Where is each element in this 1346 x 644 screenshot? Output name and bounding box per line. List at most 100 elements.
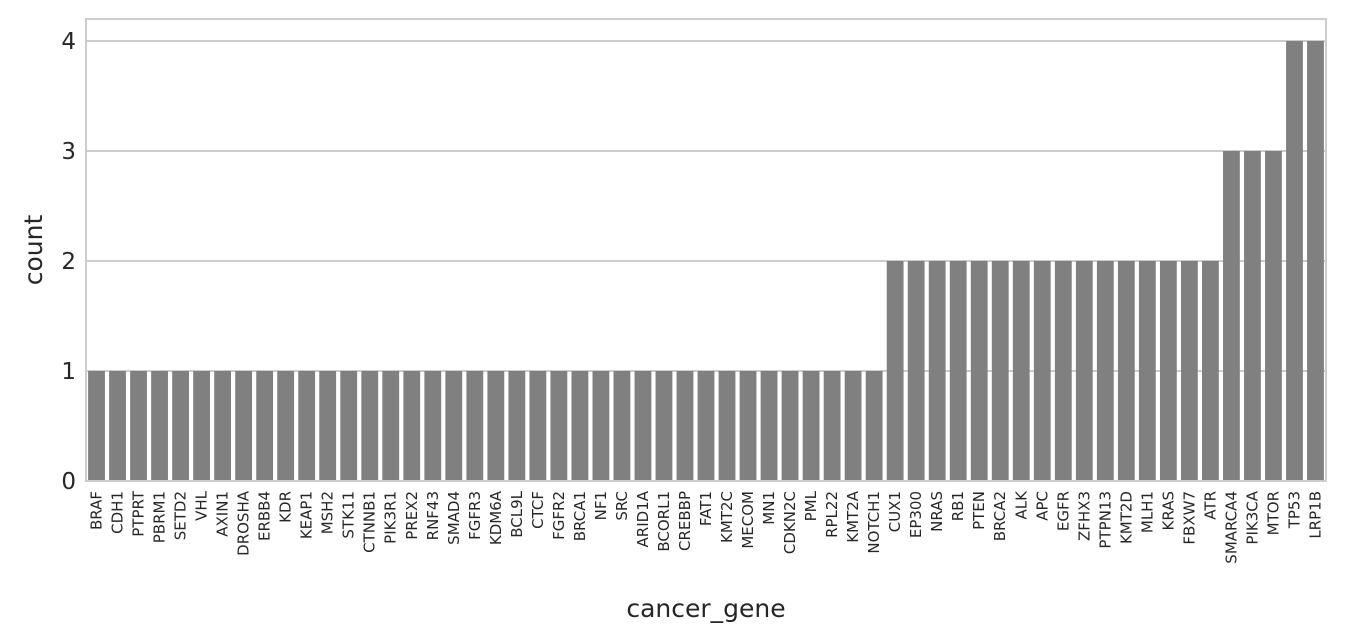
x-tick-label: MECOM xyxy=(739,491,757,549)
x-tick-label: SMAD4 xyxy=(445,491,463,545)
x-tick-label: EP300 xyxy=(907,491,925,538)
x-tick-label: FGFR2 xyxy=(550,491,568,540)
bar-ep300 xyxy=(907,261,925,481)
x-tick-label: KEAP1 xyxy=(298,491,316,539)
x-tick-labels: BRAF CDH1 PTPRT PBRM1 SETD2 VHL AXIN1 DROSHA ERB… xyxy=(88,490,1325,564)
bar-pik3r1 xyxy=(382,371,400,481)
x-tick-label: ALK xyxy=(1012,490,1030,520)
x-tick-label: KDR xyxy=(277,491,295,523)
bar-nras xyxy=(928,261,946,481)
x-tick-label: ERBB4 xyxy=(256,491,274,541)
x-tick-label: BRCA1 xyxy=(571,491,589,541)
x-tick-label: FBXW7 xyxy=(1180,491,1198,545)
x-tick-label: STK11 xyxy=(340,491,358,539)
y-tick-label: 3 xyxy=(61,139,76,165)
y-tick-label: 4 xyxy=(61,29,76,55)
x-tick-label: CREBBP xyxy=(676,491,694,551)
x-tick-label: SRC xyxy=(613,491,631,521)
bar-src xyxy=(613,371,631,481)
bar-cdh1 xyxy=(109,371,126,481)
x-tick-label: DROSHA xyxy=(235,490,253,556)
x-tick-label: LRP1B xyxy=(1306,491,1324,539)
x-tick-label: VHL xyxy=(193,490,211,521)
bar-rb1 xyxy=(949,261,967,481)
x-tick-label: ATR xyxy=(1201,491,1219,520)
bar-notch1 xyxy=(865,371,883,481)
bar-kras xyxy=(1159,261,1177,481)
x-tick-label: BRCA2 xyxy=(991,491,1009,541)
bar-kmt2d xyxy=(1117,261,1135,481)
x-tick-label: CTCF xyxy=(529,491,547,529)
x-tick-label: MN1 xyxy=(760,491,778,525)
bar-rpl22 xyxy=(823,371,841,481)
y-axis-label: count xyxy=(19,215,48,286)
x-tick-label: SETD2 xyxy=(172,491,190,540)
x-tick-label: KMT2C xyxy=(718,491,736,543)
bar-setd2 xyxy=(172,371,189,481)
bar-bcl9l xyxy=(508,371,526,481)
bar-mlh1 xyxy=(1138,261,1156,481)
bar-pten xyxy=(970,261,988,481)
bar-brca1 xyxy=(571,371,589,481)
bar-erbb4 xyxy=(256,371,274,481)
x-tick-label: MSH2 xyxy=(319,491,337,534)
x-tick-label: PREX2 xyxy=(403,491,421,540)
x-tick-label: KMT2A xyxy=(844,490,862,542)
bar-kdm6a xyxy=(487,371,505,481)
y-tick-label: 2 xyxy=(61,249,76,275)
bar-atr xyxy=(1202,261,1219,481)
x-tick-label: PTPN13 xyxy=(1096,491,1114,549)
bar-pml xyxy=(802,371,820,481)
bar-keap1 xyxy=(298,371,316,481)
x-tick-label: ARID1A xyxy=(634,490,652,547)
bar-lrp1b xyxy=(1307,41,1324,481)
x-axis-label: cancer_gene xyxy=(626,594,785,623)
x-tick-label: PTEN xyxy=(970,491,988,530)
bar-mecom xyxy=(739,371,757,481)
bar-zfhx3 xyxy=(1075,261,1093,481)
bar-msh2 xyxy=(319,371,337,481)
bar-smarca4 xyxy=(1223,151,1240,481)
x-tick-label: KDM6A xyxy=(487,490,505,545)
bar-pik3ca xyxy=(1244,151,1261,481)
x-tick-label: NOTCH1 xyxy=(865,491,883,554)
bar-axin1 xyxy=(214,371,232,481)
bar-braf xyxy=(88,371,105,481)
bar-kmt2a xyxy=(844,371,862,481)
bar-egfr xyxy=(1054,261,1072,481)
bar-drosha xyxy=(235,371,253,481)
plot-frame xyxy=(85,18,1327,482)
bar-prex2 xyxy=(403,371,421,481)
x-tick-label: PBRM1 xyxy=(151,491,169,543)
bar-kdr xyxy=(277,371,295,481)
x-tick-label: ZFHX3 xyxy=(1075,491,1093,541)
x-tick-label: BRAF xyxy=(88,491,106,530)
x-tick-label: BCL9L xyxy=(508,490,526,537)
bar-cux1 xyxy=(886,261,904,481)
bar-ptprt xyxy=(130,371,147,481)
bar-smad4 xyxy=(445,371,463,481)
y-tick-label: 0 xyxy=(61,469,76,495)
bar-rnf43 xyxy=(424,371,442,481)
x-tick-label: MTOR xyxy=(1264,491,1282,535)
x-tick-label: APC xyxy=(1033,491,1051,521)
x-tick-label: TP53 xyxy=(1285,491,1303,529)
bar-mn1 xyxy=(760,371,778,481)
bar-cdkn2c xyxy=(781,371,799,481)
x-tick-label: PML xyxy=(802,490,820,521)
bar-fgfr2 xyxy=(550,371,568,481)
bar-arid1a xyxy=(634,371,652,481)
bar-tp53 xyxy=(1286,41,1303,481)
x-tick-label: KMT2D xyxy=(1117,491,1135,544)
bar-mtor xyxy=(1265,151,1282,481)
y-tick-label: 1 xyxy=(61,359,76,385)
bar-brca2 xyxy=(991,261,1009,481)
bar-pbrm1 xyxy=(151,371,168,481)
x-tick-label: RNF43 xyxy=(424,491,442,540)
x-tick-label: CDKN2C xyxy=(781,491,799,554)
x-tick-label: RPL22 xyxy=(823,491,841,538)
bar-fbxw7 xyxy=(1180,261,1198,481)
bar-ctcf xyxy=(529,371,547,481)
x-tick-label: KRAS xyxy=(1159,491,1177,530)
